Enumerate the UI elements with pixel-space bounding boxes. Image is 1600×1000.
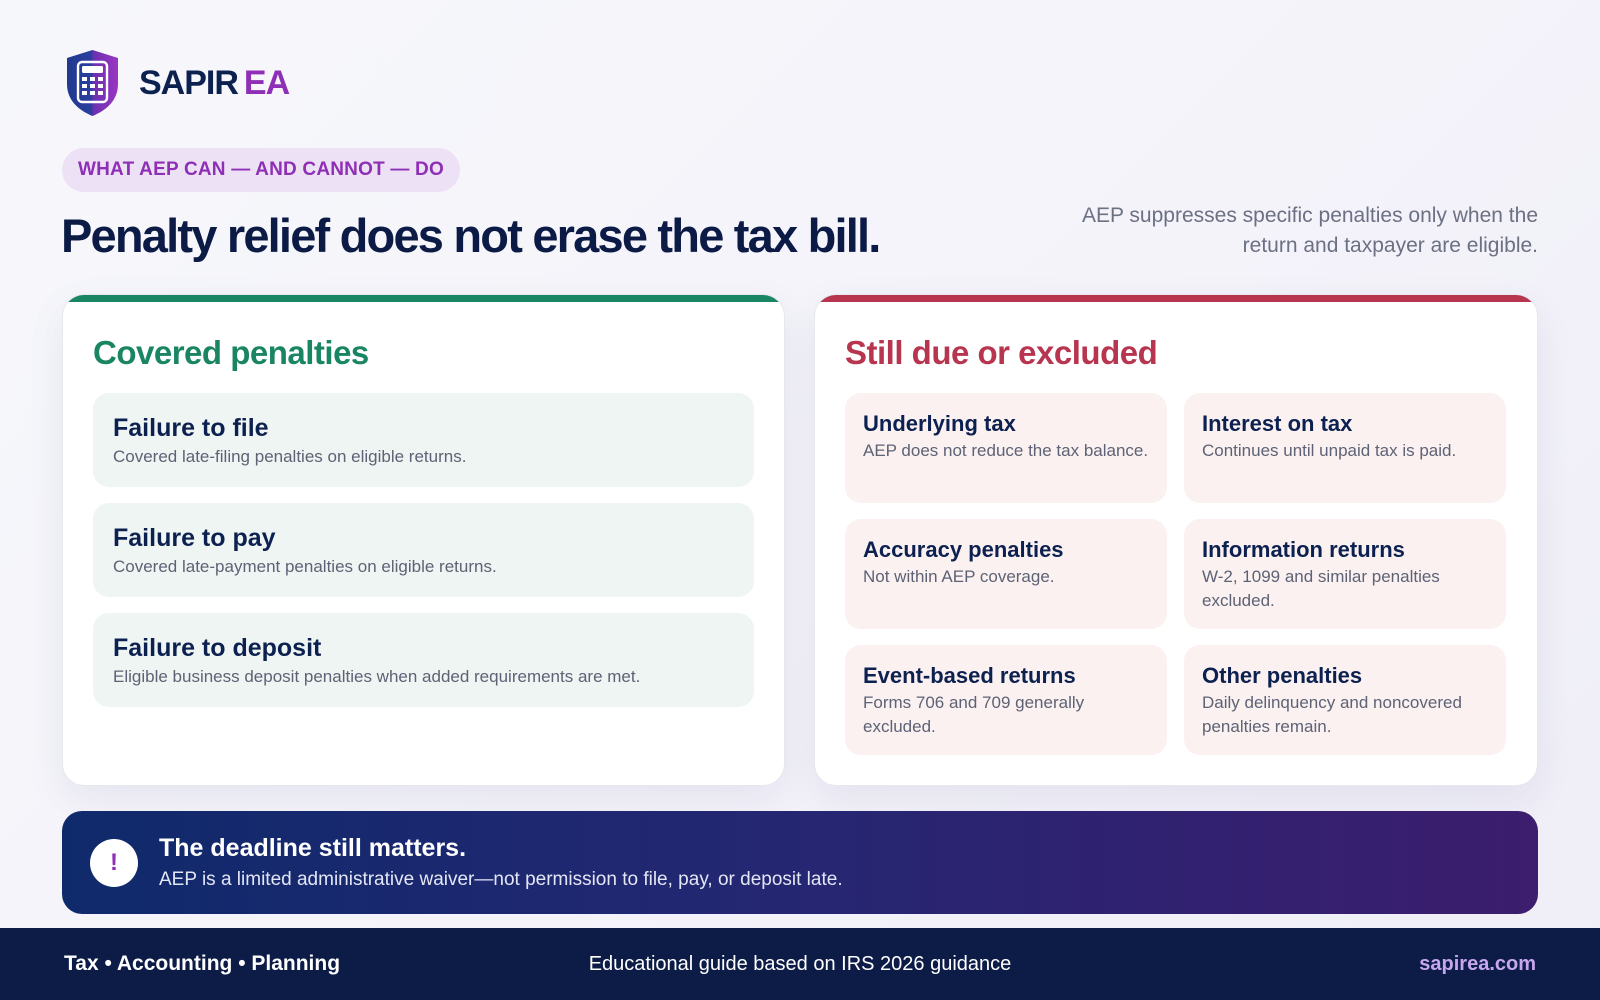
excluded-item-title: Underlying tax — [863, 411, 1016, 436]
covered-item-title: Failure to pay — [113, 524, 276, 552]
brand-name-primary: SAPIR — [139, 64, 239, 102]
covered-panel-title: Covered penalties — [93, 334, 369, 371]
covered-item-failure-to-pay: Failure to pay Covered late-payment pena… — [93, 503, 754, 597]
excluded-item-desc: Continues until unpaid tax is paid. — [1202, 441, 1457, 460]
excluded-item-other-penalties: Other penalties Daily delinquency and no… — [1184, 645, 1506, 755]
callout-title: The deadline still matters. — [159, 834, 467, 862]
excluded-item-title: Accuracy penalties — [863, 537, 1064, 562]
excluded-grid: Underlying tax AEP does not reduce the t… — [845, 393, 1507, 755]
covered-item-desc: Covered late-payment penalties on eligib… — [113, 557, 497, 576]
shield-calculator-icon — [67, 50, 118, 116]
covered-penalties-panel: Covered penalties Failure to file Covere… — [62, 294, 785, 786]
footer: Tax • Accounting • Planning Educational … — [0, 928, 1600, 1000]
covered-item-title: Failure to deposit — [113, 634, 322, 662]
excluded-item-title: Event-based returns — [863, 663, 1076, 688]
excluded-item-event-based-returns: Event-based returns Forms 706 and 709 ge… — [845, 645, 1167, 755]
covered-item-title: Failure to file — [113, 414, 269, 442]
excluded-item-desc: Daily delinquency and noncovered penalti… — [1202, 693, 1462, 736]
brand-name-accent: EA — [243, 64, 290, 102]
covered-item-desc: Covered late-filing penalties on eligibl… — [113, 447, 467, 466]
excluded-item-underlying-tax: Underlying tax AEP does not reduce the t… — [845, 393, 1167, 503]
excluded-item-title: Interest on tax — [1202, 411, 1353, 436]
brand: SAPIR EA — [64, 48, 290, 118]
excluded-penalties-panel: Still due or excluded Underlying tax AEP… — [814, 294, 1538, 786]
section-eyebrow-badge: WHAT AEP CAN — AND CANNOT — DO — [62, 148, 460, 192]
excluded-item-title: Other penalties — [1202, 663, 1363, 688]
deadline-callout: ! The deadline still matters. AEP is a l… — [62, 811, 1538, 914]
covered-list: Failure to file Covered late-filing pena… — [93, 393, 754, 723]
excluded-item-desc: Not within AEP coverage. — [863, 567, 1055, 586]
covered-item-desc: Eligible business deposit penalties when… — [113, 667, 641, 686]
brand-name: SAPIR EA — [139, 64, 290, 102]
covered-item-failure-to-file: Failure to file Covered late-filing pena… — [93, 393, 754, 487]
page-subheadline: AEP suppresses specific penalties only w… — [1081, 204, 1538, 257]
footer-source-note: Educational guide based on IRS 2026 guid… — [588, 953, 1012, 975]
excluded-item-desc: W-2, 1099 and similar penalties excluded… — [1202, 567, 1440, 610]
excluded-item-desc: AEP does not reduce the tax balance. — [863, 441, 1149, 460]
excluded-item-information-returns: Information returns W-2, 1099 and simila… — [1184, 519, 1506, 629]
footer-services: Tax • Accounting • Planning — [64, 952, 341, 975]
covered-item-failure-to-deposit: Failure to deposit Eligible business dep… — [93, 613, 754, 707]
excluded-item-accuracy-penalties: Accuracy penalties Not within AEP covera… — [845, 519, 1167, 629]
excluded-panel-title: Still due or excluded — [845, 334, 1158, 371]
footer-website-link[interactable]: sapirea.com — [1419, 953, 1536, 975]
page-headline: Penalty relief does not erase the tax bi… — [61, 209, 881, 262]
exclamation-icon: ! — [90, 839, 138, 887]
callout-text: AEP is a limited administrative waiver—n… — [159, 869, 843, 890]
excluded-item-title: Information returns — [1202, 537, 1405, 562]
excluded-item-desc: Forms 706 and 709 generally excluded. — [863, 693, 1085, 736]
excluded-item-interest-on-tax: Interest on tax Continues until unpaid t… — [1184, 393, 1506, 503]
